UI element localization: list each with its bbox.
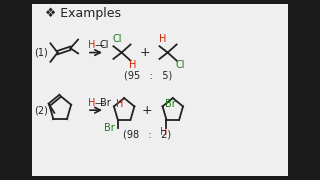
- Text: H: H: [159, 34, 167, 44]
- Text: (98   :   2): (98 : 2): [123, 130, 171, 140]
- Text: (95   :   5): (95 : 5): [124, 71, 172, 81]
- Text: H: H: [116, 98, 123, 109]
- Text: H: H: [160, 127, 168, 137]
- Text: —: —: [94, 40, 104, 50]
- Text: Br: Br: [164, 98, 175, 109]
- Text: Br: Br: [100, 98, 111, 108]
- Text: +: +: [142, 104, 153, 117]
- Text: (1): (1): [35, 48, 48, 58]
- Text: H: H: [129, 60, 136, 70]
- Text: ❖ Examples: ❖ Examples: [45, 7, 121, 20]
- Text: H: H: [88, 40, 96, 50]
- Text: —: —: [94, 98, 104, 108]
- Text: Cl: Cl: [175, 60, 185, 70]
- Text: Br: Br: [103, 123, 114, 133]
- Text: (2): (2): [35, 105, 48, 115]
- Text: H: H: [88, 98, 96, 108]
- Text: Cl: Cl: [112, 34, 122, 44]
- Text: +: +: [139, 46, 150, 59]
- Text: Cl: Cl: [100, 40, 109, 50]
